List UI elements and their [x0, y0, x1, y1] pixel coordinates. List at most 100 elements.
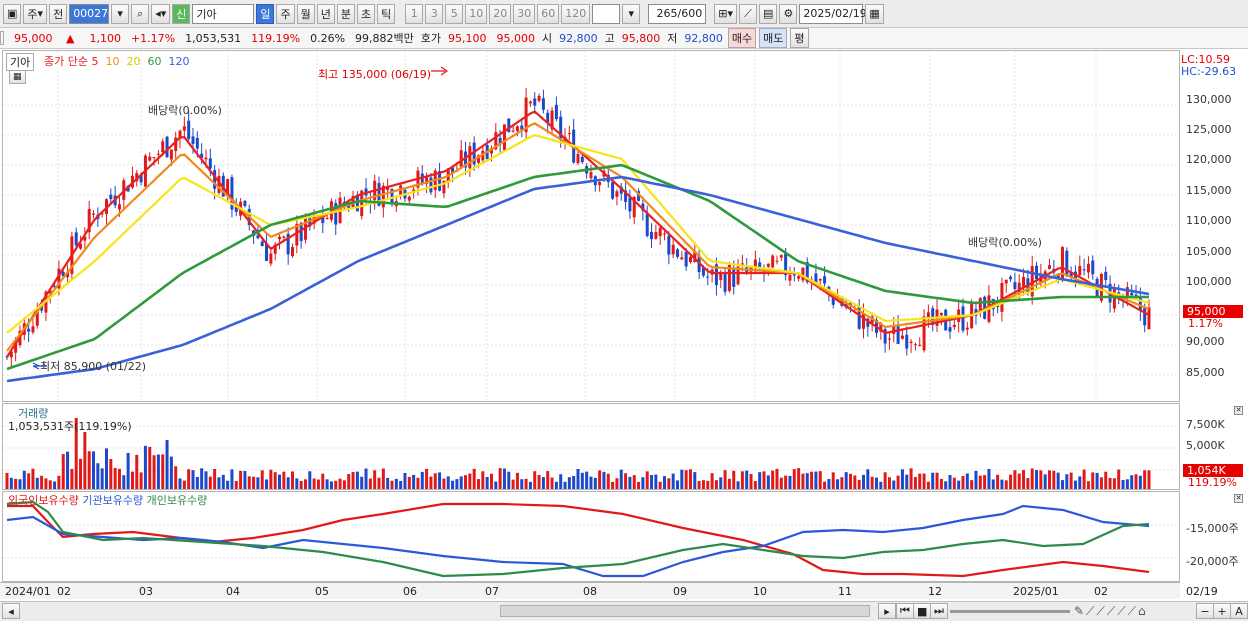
candle-body [541, 98, 545, 110]
price-chart-pane[interactable] [2, 50, 1180, 402]
legend-individual[interactable]: 개인보유수량 [146, 494, 208, 507]
buy-button[interactable]: 매수 [727, 28, 757, 48]
volume-bar [31, 468, 35, 489]
settings-icon[interactable]: ⚙ [779, 3, 798, 24]
grid-toggle-icon[interactable]: ▦ [9, 70, 26, 84]
volume-bar [217, 477, 221, 489]
zoom-in-icon[interactable]: + [1213, 603, 1231, 619]
draw-tools-icon[interactable]: ⟋ [738, 3, 757, 24]
volume-bar [122, 475, 126, 489]
stop-icon[interactable]: ■ [913, 603, 932, 619]
legend-ma10[interactable]: 10 [105, 55, 120, 68]
calendar-icon[interactable]: ▦ [865, 3, 884, 24]
volume-bar [572, 475, 576, 489]
code-input[interactable]: 000270 [69, 3, 115, 24]
date-field[interactable]: 2025/02/19 [799, 3, 867, 24]
candle-body [291, 246, 294, 257]
search-icon[interactable]: ⌕ [131, 3, 150, 24]
interval-120-button[interactable]: 120 [561, 3, 591, 24]
volume-bar [256, 477, 260, 489]
volume-bar [143, 445, 147, 489]
period-minute-tab[interactable]: 분 [336, 3, 355, 24]
volume-pane-close-icon[interactable]: ✕ [1234, 406, 1243, 415]
first-page-icon[interactable]: ⏮ [896, 603, 914, 619]
legend-foreign[interactable]: 외국인보유수량 [8, 494, 79, 507]
volume-pane[interactable] [2, 403, 1180, 490]
interval-60-button[interactable]: 60 [537, 3, 560, 24]
period-month-tab[interactable]: 월 [296, 3, 315, 24]
count-field[interactable]: 265/600 [648, 3, 707, 24]
chart-tools-icon[interactable]: ⊞▾ [714, 3, 737, 24]
scroll-thumb[interactable] [500, 605, 870, 617]
volume-bar [420, 471, 424, 489]
volume-bar [844, 472, 848, 489]
speaker-icon[interactable]: ◂▾ [151, 3, 171, 24]
window-icon[interactable]: ▣ [3, 3, 22, 24]
period-tick-tab[interactable]: 틱 [377, 3, 396, 24]
period-day-tab[interactable]: 일 [256, 3, 275, 24]
legend-ma20[interactable]: 20 [126, 55, 141, 68]
code-dropdown-icon[interactable]: ▾ [111, 3, 130, 24]
legend-ma5[interactable]: 5 [91, 55, 99, 68]
period-week-tab[interactable]: 주 [276, 3, 295, 24]
candle-body [814, 273, 818, 283]
legend-institution[interactable]: 기관보유수량 [82, 494, 144, 507]
candle-body [477, 155, 481, 163]
current-pct-tag: 1.17% [1188, 317, 1223, 330]
volume-bar [269, 469, 273, 489]
last-page-icon[interactable]: ⏭ [930, 603, 948, 619]
interval-10-button[interactable]: 10 [465, 3, 488, 24]
volume-bar [35, 477, 39, 489]
pane-tab[interactable]: 기아 [6, 53, 35, 71]
volume-bar [468, 473, 472, 489]
zoom-slider[interactable] [950, 610, 1070, 613]
period-second-tab[interactable]: 초 [356, 3, 376, 24]
bottom-scrollbar[interactable]: ◂ ▸ ⏮ ■ ⏭ ✎⟋⟋⟋⟋⟋⌂ − + A [0, 601, 1248, 621]
stock-name-field[interactable]: 기아 [192, 3, 255, 24]
interval-5-button[interactable]: 5 [445, 3, 464, 24]
avg-button[interactable]: 평 [790, 28, 809, 48]
interval-custom-field[interactable] [592, 3, 621, 24]
candle-body [182, 126, 186, 131]
y-tick: 105,000 [1186, 245, 1232, 258]
volume-bar [719, 477, 723, 489]
candle-body [35, 309, 39, 326]
market-select[interactable]: 주 ▾ [23, 3, 48, 24]
scroll-right-icon[interactable]: ▸ [878, 603, 896, 619]
volume-bar [952, 477, 956, 489]
volume-bar [377, 477, 381, 489]
candle-body [1060, 247, 1064, 281]
auto-scale-icon[interactable]: A [1230, 603, 1248, 619]
interval-20-button[interactable]: 20 [489, 3, 512, 24]
volume-bar [775, 468, 779, 489]
volume-bar [524, 478, 528, 489]
volume-bar [87, 451, 91, 489]
legend-ma60[interactable]: 60 [147, 55, 162, 68]
volume-bar [351, 472, 355, 489]
holdings-pane[interactable] [2, 491, 1180, 582]
prev-button[interactable]: 전 [49, 3, 68, 24]
interval-3-button[interactable]: 3 [425, 3, 444, 24]
volume-bar [135, 454, 139, 489]
volume-bar [706, 480, 710, 489]
candle-body [234, 204, 238, 212]
period-year-tab[interactable]: 년 [316, 3, 335, 24]
dividend-annotation-1: 배당락(0.00%) [148, 104, 222, 117]
draw-tools-strip[interactable]: ✎⟋⟋⟋⟋⟋⌂ [1074, 604, 1148, 618]
scroll-left-icon[interactable]: ◂ [2, 603, 20, 619]
candle-body [66, 271, 70, 278]
zoom-out-icon[interactable]: − [1196, 603, 1214, 619]
legend-ma120[interactable]: 120 [168, 55, 190, 68]
y-tick: 130,000 [1186, 93, 1232, 106]
holdings-pane-close-icon[interactable]: ✕ [1234, 494, 1243, 503]
interval-30-button[interactable]: 30 [513, 3, 536, 24]
candle-body [996, 305, 1000, 308]
volume-bar [373, 470, 377, 489]
save-icon[interactable]: ▤ [758, 3, 778, 24]
volume-bar [870, 476, 874, 489]
candle-body [723, 273, 727, 292]
interval-1-button[interactable]: 1 [405, 3, 424, 24]
volume-bar [169, 456, 173, 489]
interval-dropdown-icon[interactable]: ▾ [622, 3, 641, 24]
sell-button[interactable]: 매도 [759, 28, 788, 48]
